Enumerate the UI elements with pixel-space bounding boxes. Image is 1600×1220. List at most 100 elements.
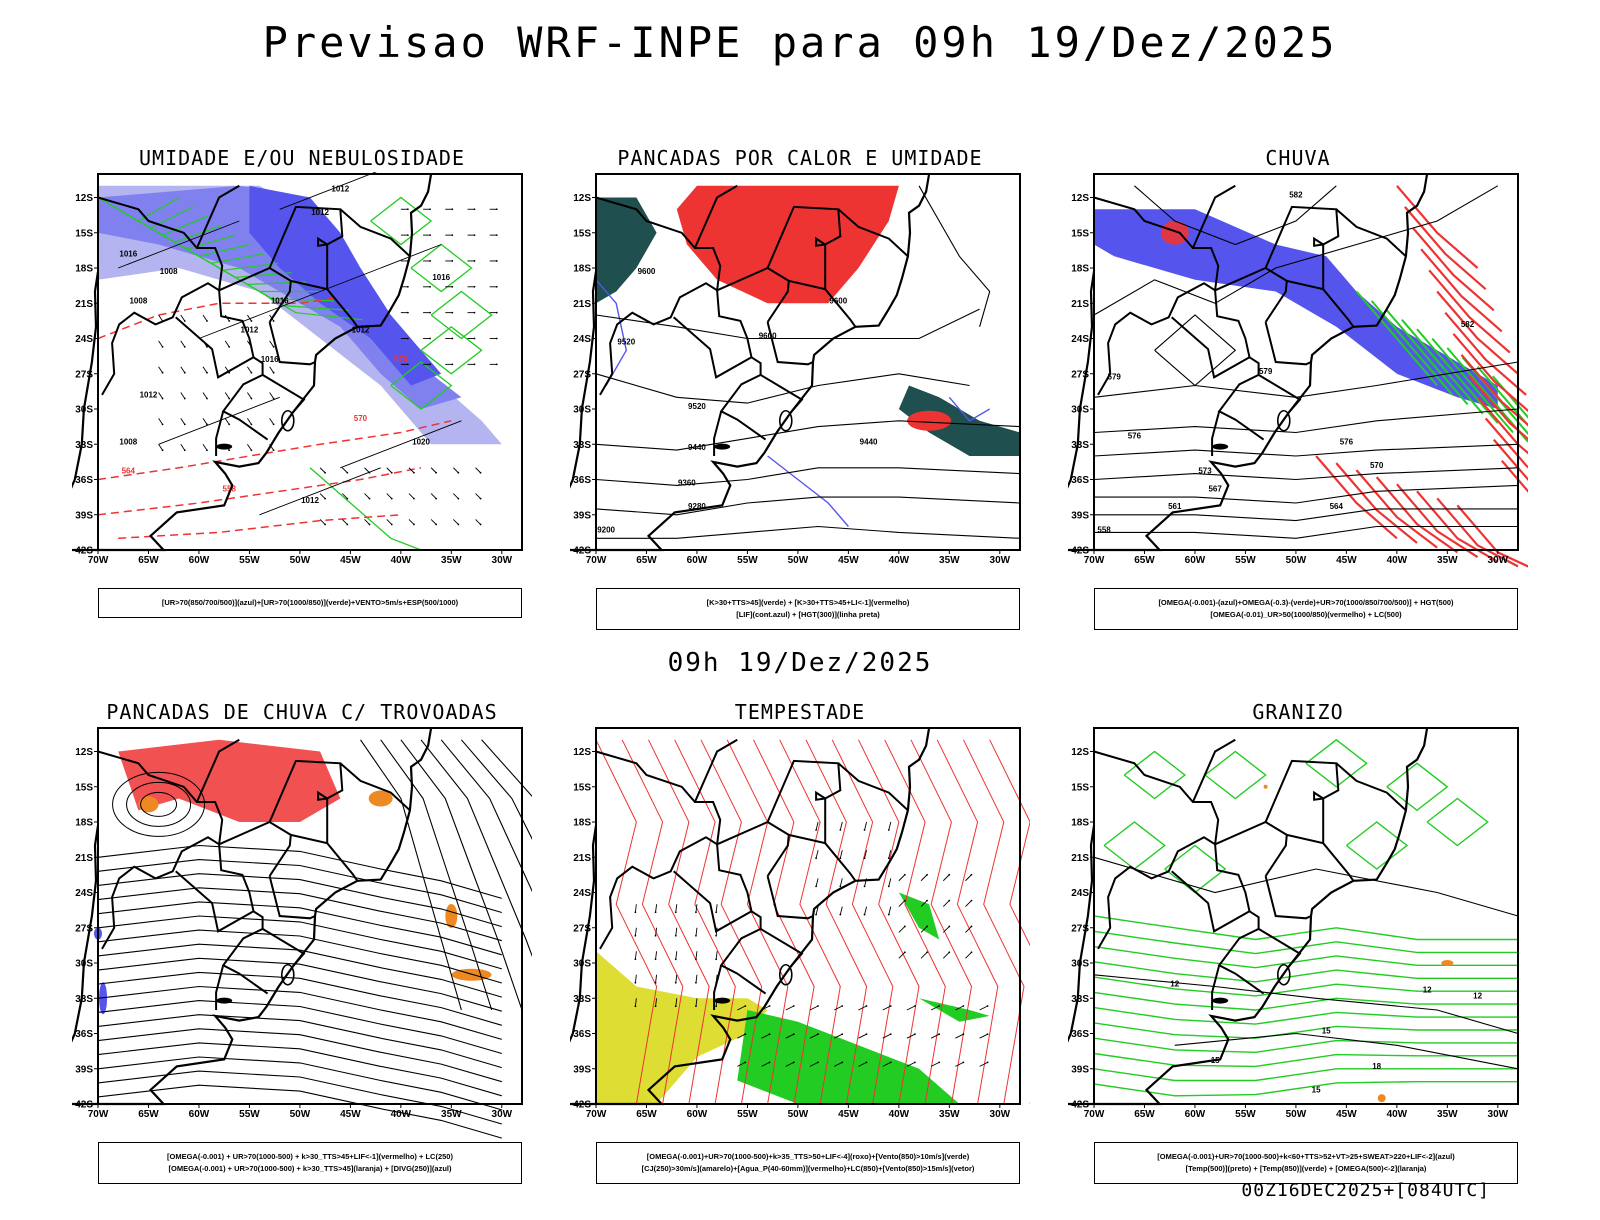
wind-vector-head [435,497,438,500]
thickness-contour [97,467,422,516]
lake [216,443,233,450]
wind-vector-head [792,1061,795,1064]
wind-vector-head [457,497,460,500]
contour-label: 570 [1370,461,1384,470]
thickness-contour [97,420,452,481]
wind850-green [898,892,940,940]
wind-vector [888,850,892,859]
pressure-isobar [158,396,280,445]
lat-label: 36S [1071,1029,1089,1040]
wind850-green [919,998,990,1022]
contour-label: 558 [1097,525,1111,534]
lat-label: 27S [75,923,93,934]
country-border [1264,875,1312,920]
rain-red [1500,459,1528,493]
wind-vector [655,927,658,936]
wind-vector [634,927,637,936]
wind-vector-head [634,981,637,984]
lake [714,443,731,450]
country-border [837,208,909,258]
panel-title: GRANIZO [1252,700,1344,724]
map-border [595,173,1021,551]
lon-label: 65W [636,1109,657,1120]
streamline [360,739,462,1011]
contour-label: 579 [1108,373,1122,382]
map-chuva: 58257957957657357056756456155857658212S1… [1068,173,1528,568]
lon-label: 60W [189,555,210,566]
wind-vector-head [970,951,973,954]
wind-vector-head [634,1005,637,1008]
wind-vector-head [228,423,231,426]
contour-label: 576 [1340,437,1354,446]
hgt300-contour [596,525,1021,539]
map-pancadas-calor: 9600 9520 9600 9520 9440 9360 9280 9200 9600 9440… [570,173,1021,566]
wind-vector [430,467,437,474]
legend-line: [CJ(250)>30m/s](amarelo)+[Agua_P(40-60mm… [641,1164,975,1173]
map-border [1093,173,1519,551]
wind-vector [809,1005,819,1011]
lon-label: 60W [687,1109,708,1120]
wind-vector-head [406,285,409,288]
map-granizo: 1212151515181212S15S18S21S24S27S30S33S36… [1068,727,1519,1120]
lon-label: 50W [290,1109,311,1120]
humidity-green-contour [309,467,422,551]
wind-vector [408,519,415,525]
thunder-red [118,739,341,822]
wind-vector-head [272,423,275,426]
country-border [1313,236,1324,247]
country-border [1191,738,1236,803]
wind-vector [158,366,163,373]
wind-vector-head [324,471,326,474]
wind-vector [809,1061,819,1067]
contour-label: 1012 [301,496,319,505]
lat-label: 24S [573,334,591,345]
wind-vector-head [206,449,208,452]
lon-label: 35W [1437,555,1458,566]
wind-vector [158,340,163,348]
temp850-contour [1093,1037,1518,1054]
wind-vector [319,467,326,474]
pressure-isobar [198,291,321,339]
wind-vector-head [815,885,817,888]
wind-vector-head [695,934,697,937]
temp850-contour [1164,844,1227,894]
wind-vector [906,1005,916,1011]
country-border [713,411,723,456]
wind-vector-head [406,311,409,314]
contour-label: 1012 [311,208,329,217]
lat-label: 42S [573,1100,591,1111]
wind-vector-head [654,981,657,984]
wind-vector [158,392,163,399]
wind-vector-head [970,899,973,902]
lat-label: 30S [573,405,591,416]
country-border [716,844,767,995]
run-stamp: 00Z16DEC2025+[084UTC] [1241,1180,1490,1201]
wind-vector-head [429,234,431,236]
wind-vector [955,1005,964,1011]
humidity-green-contour [255,288,363,321]
wind-vector-head [228,449,231,452]
wind-vector [675,951,678,960]
legend-box: [UR>70(850/700/500)](azul)+[UR>70(1000/8… [98,588,522,618]
rain-green [1431,337,1514,434]
lagoon [778,963,793,986]
lat-label: 30S [1071,405,1089,416]
heat-shower-red [907,410,952,431]
wind-vector-head [839,885,842,888]
rain-red [1375,476,1459,554]
wind-vector [898,874,906,882]
wind-vector-head [938,1061,941,1064]
wind-vector-head [324,497,326,500]
lat-label: 15S [1071,228,1089,239]
wind-vector [815,821,819,831]
legend-line: [LIF](cont.azul) + [HGT(300)](linha pret… [736,610,880,619]
wind-vector-head [324,523,326,526]
wind-vector-head [962,1005,965,1007]
lat-label: 12S [1071,193,1089,204]
wind-vector [888,878,892,887]
wind-vector-head [674,1005,677,1008]
wind-vector-head [926,951,928,954]
wind-vector-head [863,913,866,916]
wind-vector [737,1005,746,1011]
hgt500-contour [1094,484,1519,504]
